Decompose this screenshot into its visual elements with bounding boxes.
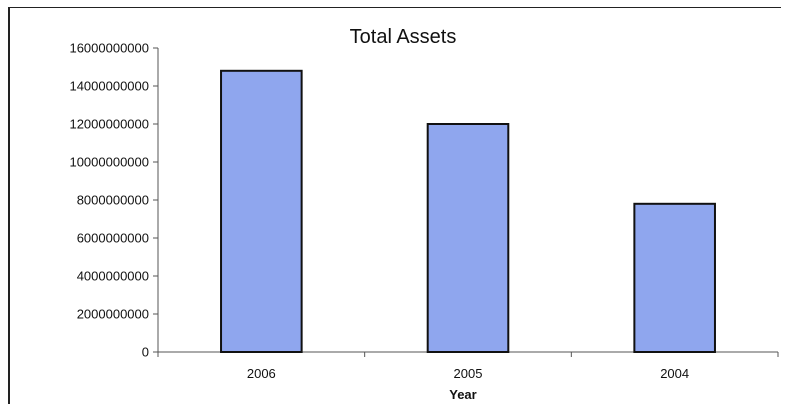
bar-2006 [220,69,303,354]
x-axis-title: Year [449,387,476,402]
bar-2004 [633,202,716,353]
x-tick-label: 2006 [247,366,276,381]
y-tick-label: 12000000000 [69,117,149,132]
y-tick-label: 8000000000 [77,193,149,208]
x-tick-label: 2004 [660,366,689,381]
y-tick-label: 6000000000 [77,231,149,246]
bar-2005 [426,123,510,353]
y-tick-label: 10000000000 [69,155,149,170]
x-tick-label: 2005 [454,366,483,381]
y-axis: 0 2000000000 4000000000 6000000000 800000000… [69,41,159,360]
y-tick-label: 14000000000 [69,79,149,94]
y-tick-label: 16000000000 [69,41,149,56]
y-tick-label: 2000000000 [77,307,149,322]
y-tick-label: 4000000000 [77,269,149,284]
x-tick-labels: 2006 2005 2004 [247,366,689,381]
y-tick-label: 0 [142,345,149,360]
bars [220,69,716,354]
chart-title: Total Assets [350,26,457,48]
